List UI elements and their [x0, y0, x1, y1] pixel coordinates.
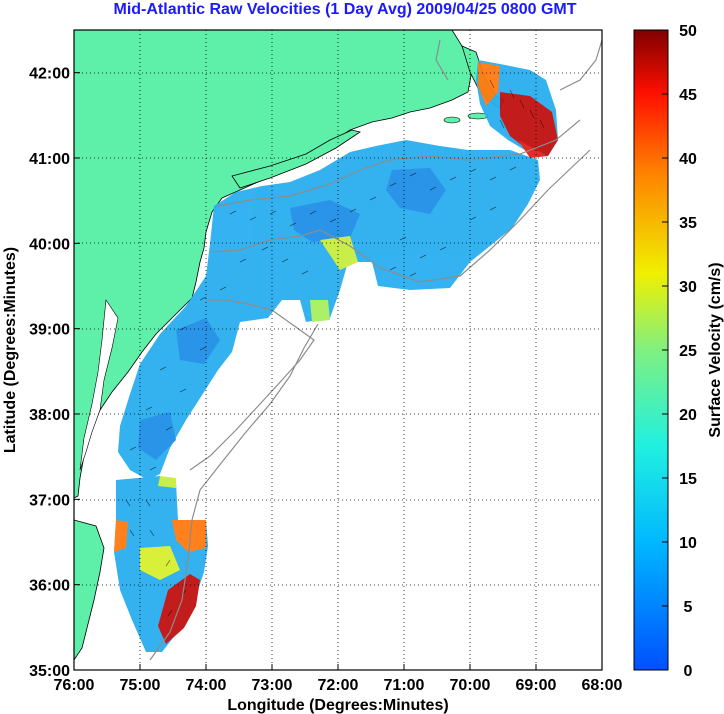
lat-tick-label: 35:00: [29, 663, 70, 680]
lon-tick-label: 76:00: [54, 677, 95, 694]
lon-tick-label: 70:00: [450, 677, 491, 694]
lon-tick-label: 68:00: [582, 677, 623, 694]
colorbar-tick-label: 10: [679, 535, 697, 552]
lat-tick-label: 42:00: [29, 66, 70, 83]
x-axis-label: Longitude (Degrees:Minutes): [227, 697, 448, 714]
map-title: Mid-Atlantic Raw Velocities (1 Day Avg) …: [113, 1, 577, 18]
lat-tick-label: 38:00: [29, 407, 70, 424]
marthas-vineyard-island: [443, 116, 461, 124]
colorbar-tick-label: 40: [679, 151, 697, 168]
longitude-ticks: 76:00 75:00 74:00 73:00 72:00 71:00 70:00 69:00…: [54, 664, 623, 694]
colorbar-label: Surface Velocity (cm/s): [707, 262, 724, 437]
colorbar-tick-label: 50: [679, 23, 697, 40]
lon-tick-label: 75:00: [120, 677, 161, 694]
lon-tick-label: 73:00: [252, 677, 293, 694]
colorbar-tick-label: 20: [679, 407, 697, 424]
lat-tick-label: 39:00: [29, 322, 70, 339]
bathymetry-contours: [149, 39, 603, 661]
latitude-ticks: 35:00 36:00 37:00 38:00 39:00 40:00 41:00 42:00: [29, 66, 80, 680]
velocity-vectors: [125, 79, 545, 617]
colorbar-tick-label: 30: [679, 279, 697, 296]
map-grid: [74, 30, 602, 670]
nc-coast: [73, 519, 105, 662]
lon-tick-label: 69:00: [516, 677, 557, 694]
lon-tick-label: 74:00: [186, 677, 227, 694]
colorbar-tick-label: 25: [679, 343, 697, 360]
y-axis-label: Latitude (Degrees:Minutes): [2, 247, 19, 453]
colorbar-tick-label: 5: [684, 599, 693, 616]
lat-tick-label: 36:00: [29, 578, 70, 595]
colorbar-tick-label: 35: [679, 215, 697, 232]
lat-tick-label: 37:00: [29, 492, 70, 509]
velocity-field: [114, 60, 558, 652]
lat-tick-label: 41:00: [29, 151, 70, 168]
lon-tick-label: 71:00: [384, 677, 425, 694]
lon-tick-label: 72:00: [318, 677, 359, 694]
velocity-hotspot-georges: [500, 92, 558, 156]
chesapeake-bay: [79, 299, 119, 471]
colorbar-tick-label: 15: [679, 471, 697, 488]
colorbar-ticks: 0 5 10 15 20 25 30 35 40 45 50: [662, 23, 697, 680]
colorbar-tick-label: 0: [684, 663, 693, 680]
colorbar-tick-label: 45: [679, 87, 697, 104]
lat-tick-label: 40:00: [29, 236, 70, 253]
